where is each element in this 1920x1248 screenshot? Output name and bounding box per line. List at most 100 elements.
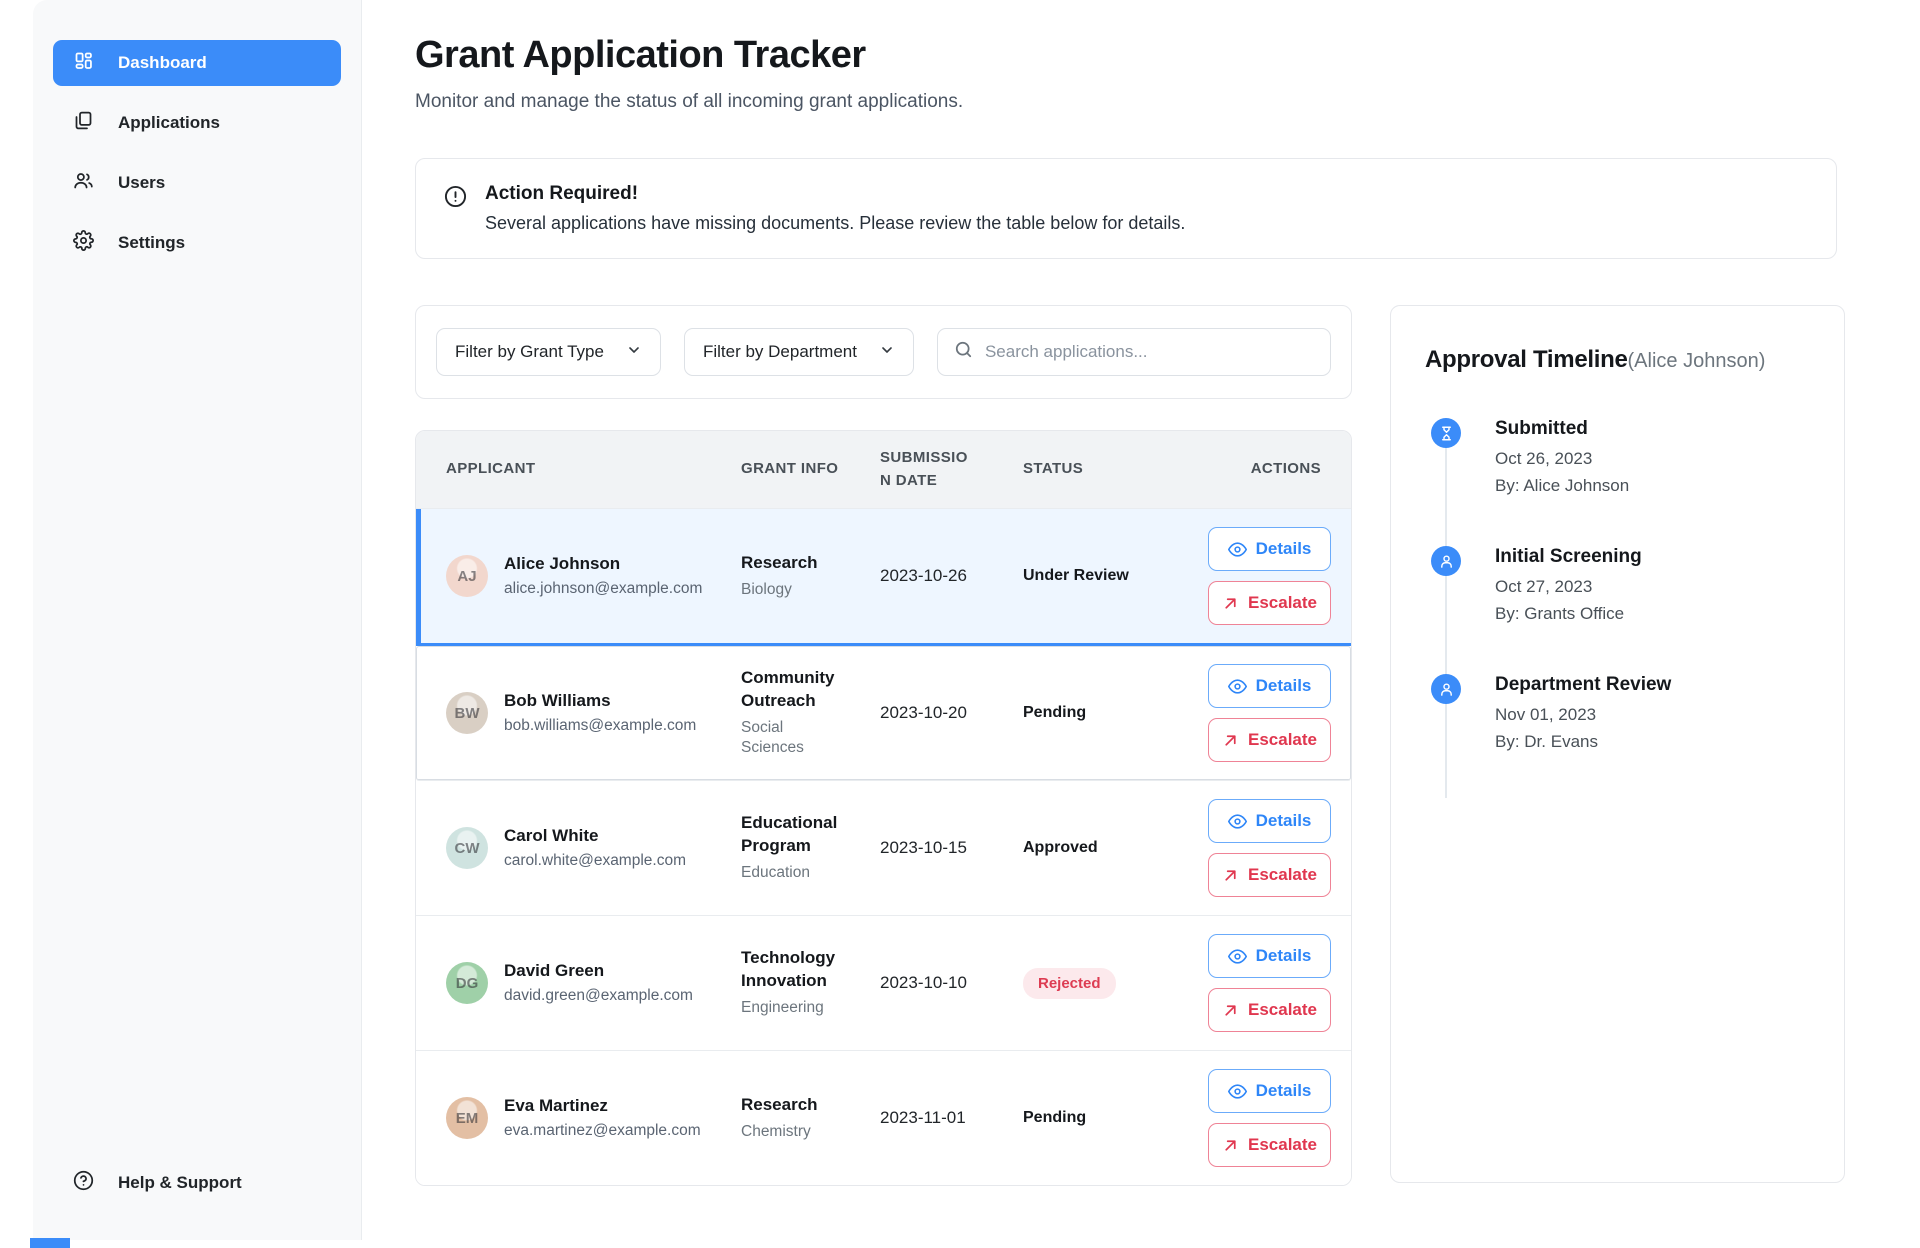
- status-badge: Pending: [1023, 1109, 1087, 1126]
- sidebar-item-users[interactable]: Users: [53, 160, 341, 206]
- sidebar-item-help-support[interactable]: Help & Support: [33, 1170, 282, 1196]
- table-row[interactable]: CW Carol White carol.white@example.com E…: [416, 781, 1351, 916]
- details-button-label: Details: [1255, 946, 1312, 965]
- documents-icon: [73, 110, 94, 136]
- grant-department: Biology: [741, 580, 792, 598]
- applicant-cell: EM Eva Martinez eva.martinez@example.com: [446, 1096, 741, 1140]
- sidebar-item-dashboard[interactable]: Dashboard: [53, 40, 341, 86]
- status-cell: Rejected: [1023, 967, 1208, 999]
- grant-title: Educational Program: [741, 813, 838, 856]
- arrow-up-right-icon: [1222, 1137, 1239, 1154]
- escalate-button-label: Escalate: [1248, 730, 1317, 749]
- sidebar-item-applications[interactable]: Applications: [53, 100, 341, 146]
- avatar-initials: CW: [454, 839, 480, 857]
- eye-icon: [1227, 812, 1247, 831]
- actions-cell: Details Escalate: [1208, 664, 1331, 762]
- timeline-step-by: By: Grants Office: [1495, 604, 1625, 623]
- details-button[interactable]: Details: [1208, 527, 1331, 571]
- escalate-button-label: Escalate: [1248, 1000, 1317, 1019]
- grant-info-cell: Community Outreach Social Sciences: [741, 667, 880, 760]
- grant-info-cell: Technology Innovation Engineering: [741, 947, 880, 1019]
- table-row[interactable]: DG David Green david.green@example.com T…: [416, 916, 1351, 1051]
- avatar: EM: [446, 1097, 488, 1139]
- sidebar: Dashboard Applications Users Settings He…: [33, 0, 362, 1240]
- department-filter-label: Filter by Department: [702, 342, 857, 361]
- users-icon: [73, 170, 94, 196]
- eye-icon: [1227, 540, 1247, 559]
- grant-type-filter-label: Filter by Grant Type: [455, 342, 604, 361]
- column-header-status: STATUS: [1023, 460, 1084, 478]
- department-filter-dropdown[interactable]: Filter by Department: [683, 328, 914, 376]
- sidebar-item-label: Settings: [118, 233, 186, 252]
- column-header-applicant: APPLICANT: [446, 460, 536, 478]
- details-button-label: Details: [1255, 676, 1312, 695]
- arrow-up-right-icon: [1222, 1002, 1239, 1019]
- details-button-label: Details: [1255, 1081, 1312, 1100]
- applicant-cell: BW Bob Williams bob.williams@example.com: [446, 691, 741, 735]
- alert-title: Action Required!: [485, 183, 639, 204]
- status-badge: Pending: [1023, 704, 1087, 721]
- status-badge: Under Review: [1023, 567, 1129, 584]
- applicant-name: Alice Johnson: [504, 554, 621, 573]
- avatar: DG: [446, 962, 488, 1004]
- sidebar-item-settings[interactable]: Settings: [53, 220, 341, 266]
- column-header-grant-info: GRANT INFO: [741, 460, 839, 478]
- filters-bar: Filter by Grant Type Filter by Departmen…: [415, 305, 1352, 399]
- arrow-up-right-icon: [1222, 595, 1239, 612]
- main-content: Grant Application Tracker Monitor and ma…: [362, 0, 1920, 1248]
- grant-info-cell: Research Chemistry: [741, 1094, 880, 1143]
- avatar-initials: EM: [455, 1109, 479, 1127]
- sidebar-item-label: Users: [118, 173, 166, 192]
- details-button[interactable]: Details: [1208, 664, 1331, 708]
- timeline-step-by: By: Dr. Evans: [1495, 732, 1598, 751]
- search-applications-input[interactable]: [984, 342, 1314, 362]
- bottom-scrollbar-thumb[interactable]: [30, 1238, 70, 1248]
- applicant-email: eva.martinez@example.com: [504, 1122, 701, 1139]
- table-row[interactable]: BW Bob Williams bob.williams@example.com…: [416, 646, 1351, 781]
- actions-cell: Details Escalate: [1208, 799, 1331, 897]
- timeline-step-by: By: Alice Johnson: [1495, 476, 1630, 495]
- arrow-up-right-icon: [1222, 732, 1239, 749]
- applicant-name: Bob Williams: [504, 691, 611, 710]
- alert-message: Several applications have missing docume…: [485, 213, 1186, 233]
- grant-info-cell: Educational Program Education: [741, 812, 880, 884]
- timeline-step-icon: [1431, 546, 1461, 576]
- timeline-step-icon: [1431, 674, 1461, 704]
- sidebar-item-label: Applications: [118, 113, 221, 132]
- escalate-button[interactable]: Escalate: [1208, 581, 1331, 625]
- table-row[interactable]: EM Eva Martinez eva.martinez@example.com…: [416, 1051, 1351, 1185]
- grant-type-filter-dropdown[interactable]: Filter by Grant Type: [436, 328, 661, 376]
- actions-cell: Details Escalate: [1208, 934, 1331, 1032]
- column-header-actions: ACTIONS: [1250, 460, 1321, 478]
- applicant-name: Carol White: [504, 826, 599, 845]
- actions-cell: Details Escalate: [1208, 1069, 1331, 1167]
- alert-circle-icon: [444, 185, 467, 234]
- details-button-label: Details: [1255, 811, 1312, 830]
- table-row[interactable]: AJ Alice Johnson alice.johnson@example.c…: [416, 509, 1351, 646]
- avatar: AJ: [446, 555, 488, 597]
- status-badge: Approved: [1023, 839, 1098, 856]
- grant-title: Research: [741, 1094, 818, 1114]
- search-applications-box: [936, 328, 1331, 376]
- details-button[interactable]: Details: [1208, 799, 1331, 843]
- applications-table: APPLICANT GRANT INFO SUBMISSION DATE STA…: [415, 430, 1352, 1186]
- escalate-button[interactable]: Escalate: [1208, 1123, 1331, 1167]
- details-button[interactable]: Details: [1208, 1069, 1331, 1113]
- escalate-button[interactable]: Escalate: [1208, 988, 1331, 1032]
- avatar-initials: DG: [455, 974, 479, 992]
- gear-icon: [73, 230, 94, 256]
- actions-cell: Details Escalate: [1208, 527, 1331, 625]
- dashboard-grid-icon: [73, 50, 94, 76]
- details-button[interactable]: Details: [1208, 934, 1331, 978]
- timeline-step-title: Submitted: [1495, 418, 1588, 439]
- grant-title: Research: [741, 552, 818, 572]
- eye-icon: [1227, 947, 1247, 966]
- avatar: BW: [446, 692, 488, 734]
- escalate-button[interactable]: Escalate: [1208, 853, 1331, 897]
- applicant-cell: DG David Green david.green@example.com: [446, 961, 741, 1005]
- escalate-button[interactable]: Escalate: [1208, 718, 1331, 762]
- sidebar-item-label: Help & Support: [118, 1173, 242, 1192]
- timeline-connector-line: [1445, 436, 1447, 798]
- sidebar-item-label: Dashboard: [118, 53, 207, 72]
